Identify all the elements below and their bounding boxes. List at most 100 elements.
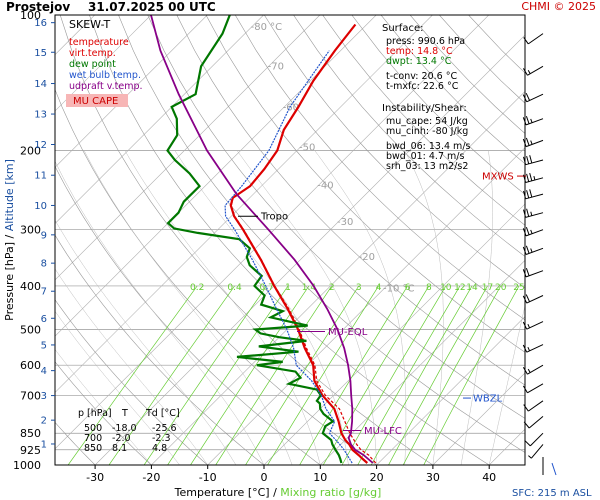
wind-barb-flag [525,92,531,101]
surface-panel-title: Surface: [382,23,423,34]
mixing-ratio-label: 25 [513,283,524,293]
altitude-tick-label: 7 [41,287,47,298]
mu-eql-label: MU-EQL [328,327,368,338]
mixing-ratio-line [267,285,379,465]
wind-barb [523,155,544,166]
wind-barb-flag [529,189,533,198]
mixing-ratio-line [388,285,488,465]
wind-barb-shaft [527,364,544,375]
moist-adiabat [55,349,152,465]
wind-barb [522,364,544,375]
wind-barb-half-flag [530,211,533,216]
wind-barb [524,432,544,447]
altitude-tick-label: 6 [41,314,47,325]
wind-barb [523,33,544,45]
wind-barb-flag [525,294,531,303]
wind-barb-flag [523,404,529,412]
wind-barb [522,92,544,103]
temperature-tick-label: -30 [86,471,104,484]
instability-panel-row: srh_03: 13 m2/s2 [386,161,468,172]
level-table-header: Td [°C] [145,408,180,419]
altitude-tick-label: 10 [34,201,47,212]
mixing-ratio-line [341,285,447,465]
wind-barb [522,116,544,126]
wind-barb-flag [522,385,528,394]
isotherm-line [376,316,525,465]
y-axis-label: Pressure [hPa] / Altitude [km] [3,159,16,321]
wind-barb-flag [522,138,527,147]
isotherm-line [94,34,525,465]
wind-barb-shaft [527,383,544,394]
isotherm-line [488,428,525,465]
dry-adiabat [322,15,525,226]
altitude-tick-label: 14 [34,79,47,90]
wind-barb [522,294,544,304]
wind-barb-flag [526,173,530,182]
isotherm-label: -50 [299,143,315,154]
dry-adiabat [205,15,525,353]
altitude-tick-label: 9 [41,230,47,241]
pressure-tick-label: 300 [20,224,41,237]
wind-barb-flag [525,137,530,146]
x-axis-label-sep: / [270,486,281,499]
wind-barb-flag [522,367,528,375]
wind-barb-flag [522,68,528,76]
pressure-tick-label: 200 [20,145,41,158]
wind-barb [522,65,544,76]
wind-barb-shaft [525,193,544,200]
mixing-ratio-label: 2 [329,283,335,293]
sounding-series [150,15,377,464]
dry-adiabat [59,15,434,465]
mixing-ratio-label: 1 [285,283,291,293]
moist-adiabat [83,150,293,465]
temperature-tick-label: -20 [142,471,160,484]
mixing-ratio-line [143,285,267,465]
level-table-cell: 8.1 [112,443,127,454]
pressure-tick-label: 100 [20,9,41,22]
wind-barb-shaft [528,416,544,429]
wind-barb [523,416,544,429]
level-table-cell: -18.0 [112,423,137,434]
mxws-label: MXWS [482,172,514,183]
wind-barb-shaft [525,212,544,218]
wind-barb-flag [522,228,527,237]
chart-grid: -80 °C -70 -60 -50 -40 -30 -20 -10 °C [55,15,525,465]
wind-barb-half-flag [527,69,531,74]
mu-lfc-label: MU-LFC [364,426,402,437]
legend-entry: virt.temp. [69,48,116,59]
wind-barb-half-flag [533,175,536,181]
level-table-cell: -2.0 [112,433,131,444]
sfc-marker [551,462,557,476]
wind-barb-flag [525,268,530,276]
plot-border [54,14,526,466]
isotherm-line [151,90,525,465]
temperature-tick-label: 10 [313,471,327,484]
altitude-tick-label: 8 [41,259,47,270]
wind-barb-shaft [531,444,544,459]
dry-adiabat [55,88,377,465]
wind-barb-shaft [528,33,544,45]
surface-panel-row: temp: 14.8 °C [386,46,453,57]
wind-barb-half-flag [530,248,533,253]
wind-barb-flag [522,321,528,330]
isotherm-line [55,15,264,225]
mixing-ratio-line [370,285,473,465]
plot-frame [54,14,526,466]
isotherm-line [55,15,208,168]
mixing-ratio-label: 12 [454,283,465,293]
mixing-ratio-line [67,285,198,465]
mixing-ratio-line [190,285,310,465]
level-table-header: T [121,408,128,419]
instability-panel-row: bwd_01: 4.7 m/s [386,151,464,162]
wind-barb [523,208,544,218]
wind-barb-shaft [528,400,544,412]
dry-adiabat [55,234,265,465]
isotherm-line [55,15,433,393]
altitude-tick-label: 5 [41,340,47,351]
wind-barb [522,227,544,237]
moist-adiabat [488,304,525,465]
mixing-ratio-line [245,285,360,465]
wind-barb-flag [523,209,527,218]
moist-adiabat [55,160,265,465]
